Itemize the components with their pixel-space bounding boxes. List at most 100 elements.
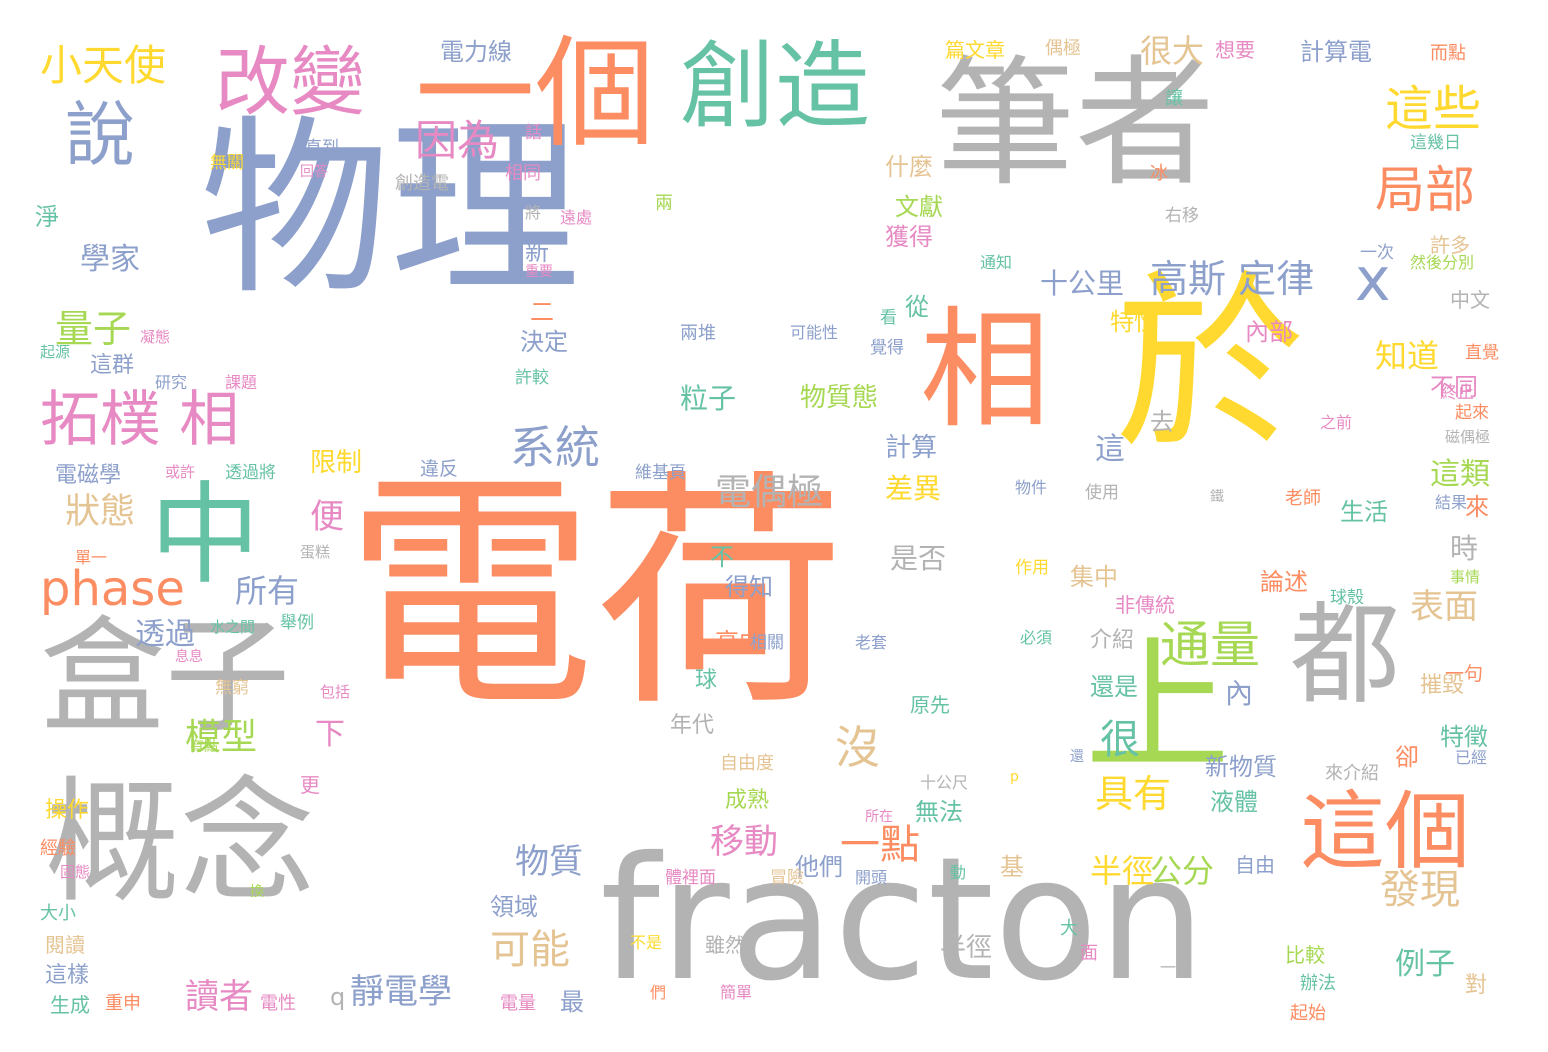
cloud-word: 量子 <box>55 307 132 351</box>
cloud-word: 許較 <box>515 368 549 388</box>
cloud-word: 淨 <box>35 203 59 231</box>
cloud-word: 覺得 <box>870 338 904 358</box>
cloud-word: 自由度 <box>720 753 774 774</box>
cloud-word: 去 <box>1150 408 1174 436</box>
cloud-word: 無窮 <box>215 678 249 698</box>
cloud-word: 限制 <box>310 448 363 478</box>
cloud-word: 很 <box>1100 717 1140 763</box>
cloud-word: 看 <box>880 308 897 328</box>
cloud-word: 高中 <box>715 628 763 656</box>
cloud-word: 計算電 <box>1300 38 1372 66</box>
cloud-word: 差異 <box>885 472 942 505</box>
cloud-word: 粒子 <box>680 382 737 415</box>
cloud-word: 水之間 <box>210 618 256 636</box>
cloud-word: 重申 <box>105 993 141 1014</box>
cloud-word: 起來 <box>1455 403 1489 423</box>
cloud-word: 新物質 <box>1205 753 1277 781</box>
cloud-word: 右移 <box>1165 206 1199 226</box>
cloud-word: 創造電 <box>395 173 449 194</box>
cloud-word: 然後分別 <box>1410 253 1475 272</box>
cloud-word: 讀者 <box>185 977 253 1017</box>
cloud-word: 時 <box>1450 532 1479 565</box>
cloud-word: 於 <box>1115 254 1306 475</box>
cloud-word: 維基頁 <box>635 463 686 483</box>
cloud-word: 面 <box>1080 943 1098 964</box>
cloud-word: 很大 <box>1140 32 1205 70</box>
cloud-word: 來 <box>1465 493 1489 521</box>
cloud-word: 動 <box>950 863 967 882</box>
cloud-word: 操作 <box>45 798 90 823</box>
cloud-word: 兩堆 <box>680 323 716 344</box>
cloud-word: 液體 <box>1210 788 1258 816</box>
cloud-word: 簡單 <box>720 983 753 1002</box>
cloud-word: 半徑 <box>1090 852 1155 890</box>
cloud-word: 特徵 <box>1440 723 1488 751</box>
cloud-word: 一樣 <box>1160 958 1193 977</box>
cloud-word: 冒險 <box>770 868 804 888</box>
cloud-word: 物理 <box>200 99 581 320</box>
cloud-word: 計算 <box>885 433 938 463</box>
cloud-word: 決定 <box>520 328 568 356</box>
cloud-word: 二 <box>530 298 554 326</box>
cloud-word: 來介紹 <box>1325 763 1379 784</box>
cloud-word: fracton <box>600 821 1206 1019</box>
cloud-word: 不是 <box>630 933 663 952</box>
cloud-word: 小天使 <box>40 41 167 90</box>
cloud-word: 卻 <box>1395 743 1419 771</box>
cloud-word: 無關 <box>210 153 244 173</box>
cloud-word: 集中 <box>1070 563 1118 591</box>
cloud-word: 最 <box>560 988 584 1016</box>
cloud-word: 已經 <box>1455 748 1488 767</box>
cloud-word: 無法 <box>915 798 963 826</box>
cloud-word: 具有 <box>1095 772 1172 816</box>
cloud-word: 這群 <box>90 353 135 378</box>
cloud-word: 必須 <box>1020 628 1053 647</box>
cloud-word: 自由 <box>1235 853 1275 877</box>
cloud-word: 開頭 <box>855 868 888 887</box>
cloud-word: 相同 <box>505 163 541 184</box>
cloud-word: 而點 <box>1430 43 1466 64</box>
cloud-word: 通量 <box>1160 616 1260 674</box>
cloud-word: 內部 <box>1245 318 1293 346</box>
cloud-word: 話 <box>525 123 542 143</box>
cloud-word: 作用 <box>1015 558 1049 578</box>
cloud-word: 辦法 <box>1300 973 1336 994</box>
cloud-word: 篇文章 <box>945 38 1005 62</box>
cloud-word: 得知 <box>725 573 773 601</box>
cloud-word: 電偶極 <box>715 472 824 513</box>
cloud-word: 一個 <box>415 25 655 164</box>
cloud-word: 下 <box>315 717 345 752</box>
cloud-word: 非傳統 <box>1115 593 1175 617</box>
cloud-word: 所在 <box>865 809 893 825</box>
cloud-word: 偶極 <box>1045 38 1081 59</box>
cloud-word: 或許 <box>165 463 196 481</box>
cloud-word: 高斯 定律 <box>1150 257 1315 301</box>
cloud-word: 拓樸 相 <box>40 385 240 455</box>
cloud-word: 相關 <box>750 633 784 653</box>
cloud-word: 概念 <box>45 764 315 921</box>
cloud-word: 創造 <box>680 32 871 142</box>
cloud-word: 球殼 <box>1330 588 1364 608</box>
cloud-word: 原先 <box>910 693 950 717</box>
cloud-word: 模型 <box>185 717 258 758</box>
cloud-word: 物質態 <box>800 383 879 413</box>
cloud-word: 蛋糕 <box>300 543 331 561</box>
cloud-word: 還 <box>1070 749 1084 765</box>
cloud-word: 例子 <box>1395 947 1455 982</box>
cloud-word: 十公尺 <box>920 773 969 792</box>
cloud-word: 更 <box>300 773 320 797</box>
cloud-word: 這個 <box>1300 783 1471 882</box>
cloud-word: 這類 <box>1430 457 1490 492</box>
cloud-word: 系統 <box>510 421 601 474</box>
cloud-word: 內 <box>1225 677 1254 710</box>
cloud-word: 有點 <box>190 739 218 755</box>
cloud-word: 們 <box>650 983 667 1002</box>
cloud-word: 物質 <box>515 842 583 882</box>
cloud-word: 大 <box>1060 918 1078 939</box>
cloud-word: 從 <box>905 293 929 321</box>
cloud-word: 介紹 <box>1090 628 1135 653</box>
cloud-word: 想要 <box>1215 38 1255 62</box>
cloud-word: 不 <box>710 543 734 571</box>
cloud-word: 還是 <box>1090 673 1138 701</box>
cloud-word: 都 <box>1290 591 1400 719</box>
